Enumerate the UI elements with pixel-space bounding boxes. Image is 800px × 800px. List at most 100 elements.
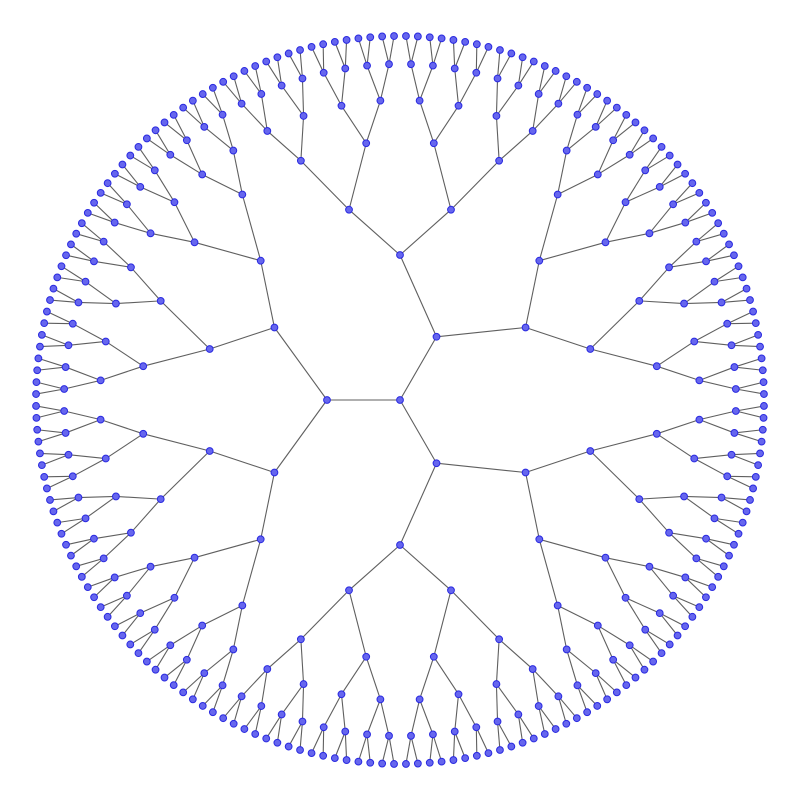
leaf-node [366, 33, 375, 42]
tree-edge [87, 576, 115, 588]
tree-edge [194, 538, 261, 559]
leaf-node [284, 49, 293, 58]
leaf-node [229, 719, 238, 728]
leaf-node [402, 760, 410, 768]
tree-edge [659, 164, 678, 188]
tree-edge [100, 419, 144, 435]
tree-edge [100, 365, 144, 381]
tree-edge [538, 194, 559, 261]
tree-edge [625, 597, 660, 614]
tree-edge [65, 254, 95, 262]
tree-node [270, 468, 279, 477]
tree-node [415, 695, 424, 704]
tree-node [573, 110, 582, 119]
leaf-node [572, 77, 581, 86]
tree-edge [419, 65, 434, 101]
tree-edge [495, 684, 499, 722]
tree-node [645, 562, 654, 571]
tree-node [641, 625, 650, 634]
tree-edge [539, 538, 606, 559]
tree-node [136, 609, 145, 618]
tree-edge [495, 115, 500, 161]
tree-edge [114, 173, 141, 188]
tree-edge [714, 276, 743, 283]
tree-edge [672, 595, 693, 618]
tree-node [237, 99, 246, 108]
tree-node [296, 635, 305, 644]
leaf-node [96, 603, 105, 612]
tree-edge [693, 323, 728, 342]
tree-node [586, 447, 595, 455]
tree-edge [209, 450, 275, 474]
tree-node [96, 376, 105, 385]
leaf-node [90, 593, 98, 602]
tree-node [170, 198, 179, 207]
tree-edge [348, 544, 401, 591]
tree-node [166, 150, 175, 159]
tree-edge [672, 192, 700, 205]
tree-edge [731, 334, 759, 346]
tree-edge [649, 222, 686, 234]
tree-node [323, 396, 331, 404]
tree-edge [419, 656, 435, 700]
tree-edge [388, 35, 395, 65]
tree-node [432, 332, 441, 341]
tree-node [319, 723, 328, 732]
tree-node [127, 528, 135, 537]
tree-edge [322, 44, 325, 73]
tree-node [669, 591, 678, 600]
leaf-node [46, 296, 54, 304]
tree-node [182, 136, 191, 145]
tree-edge [299, 721, 304, 751]
tree-edge [429, 37, 434, 66]
leaf-node [437, 757, 446, 766]
tree-node [99, 237, 108, 246]
tree-edge [170, 625, 203, 646]
tree-edge [173, 659, 188, 686]
tree-edge [532, 668, 559, 697]
leaf-node [83, 208, 92, 217]
leaf-node [673, 160, 682, 169]
tree-edge [525, 472, 540, 540]
tree-edge [605, 232, 650, 243]
tree-edge [344, 731, 348, 761]
tree-edge [65, 538, 95, 546]
leaf-node [188, 695, 197, 704]
tree-edge [61, 265, 86, 283]
tree-edge [433, 105, 459, 144]
tree-node [641, 166, 650, 175]
tree-edge [705, 538, 735, 546]
tree-edge [57, 276, 86, 283]
tree-edge [429, 734, 434, 763]
tree-edge [498, 130, 534, 162]
tree-edge [695, 557, 719, 578]
tree-node [64, 341, 73, 350]
tree-edge [114, 566, 151, 578]
tree-node [256, 256, 265, 265]
leaf-node [657, 649, 666, 658]
tree-edge [450, 160, 500, 211]
leaf-node [551, 725, 560, 733]
tree-node [68, 472, 77, 481]
tree-node [376, 695, 385, 704]
tree-node [299, 680, 308, 688]
tree-edge [410, 699, 421, 736]
tree-edge [419, 699, 434, 735]
leaf-node [96, 188, 105, 197]
tree-edge [517, 57, 524, 86]
leaf-node [103, 612, 112, 621]
tree-node [695, 415, 704, 424]
tree-node [710, 514, 719, 523]
leaf-node [219, 77, 228, 86]
tree-edge [532, 668, 540, 707]
leaf-node [758, 366, 767, 375]
tree-edge [557, 604, 599, 627]
tree-node [669, 200, 678, 209]
tree-edge [186, 140, 203, 175]
tree-edge [734, 366, 763, 371]
tree-edge [41, 454, 69, 466]
tree-edge [683, 281, 715, 305]
leaf-node [702, 198, 710, 207]
leaf-node [198, 702, 207, 710]
tree-edge [202, 684, 223, 707]
